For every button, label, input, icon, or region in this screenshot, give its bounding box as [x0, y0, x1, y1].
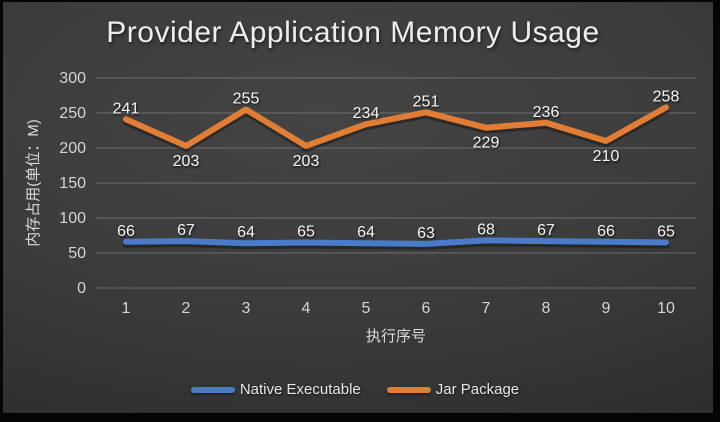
- x-tick-label: 5: [362, 300, 371, 317]
- y-tick-label: 150: [59, 175, 86, 192]
- y-tick-label: 0: [77, 280, 86, 297]
- data-label: 236: [533, 104, 560, 121]
- legend-swatch-jar-package: [386, 386, 431, 393]
- data-label: 68: [477, 221, 495, 238]
- y-tick-label: 50: [68, 245, 86, 262]
- legend-item-jar-package: Jar Package: [386, 381, 520, 398]
- legend-label-jar-package: Jar Package: [435, 381, 520, 398]
- data-label: 251: [413, 93, 440, 110]
- y-axis-title: 内存占用(单位：M): [25, 119, 42, 247]
- data-label: 67: [177, 222, 195, 239]
- data-label: 66: [117, 223, 135, 240]
- y-tick-label: 250: [59, 105, 86, 122]
- data-label: 210: [593, 148, 620, 165]
- data-label: 67: [537, 222, 555, 239]
- data-label: 65: [657, 224, 675, 241]
- data-label: 234: [353, 105, 380, 122]
- y-tick-label: 300: [59, 70, 86, 87]
- data-label: 64: [357, 224, 375, 241]
- x-tick-label: 3: [242, 300, 251, 317]
- chart-title: Provider Application Memory Usage: [106, 16, 600, 49]
- x-tick-label: 7: [482, 300, 491, 317]
- x-tick-label: 10: [657, 300, 675, 317]
- series-line-native-executable: [123, 237, 669, 247]
- data-label: 63: [417, 225, 435, 242]
- data-label: 65: [297, 224, 315, 241]
- data-label: 203: [173, 153, 200, 170]
- y-tick-label: 200: [59, 140, 86, 157]
- data-label: 64: [237, 224, 255, 241]
- x-tick-label: 8: [542, 300, 551, 317]
- data-label: 229: [473, 135, 500, 152]
- x-tick-label: 2: [182, 300, 191, 317]
- x-tick-label: 4: [302, 300, 311, 317]
- x-tick-label: 1: [122, 300, 131, 317]
- data-label: 66: [597, 223, 615, 240]
- data-label: 255: [233, 91, 260, 108]
- legend-swatch-native-executable: [190, 386, 235, 393]
- x-axis-title: 执行序号: [366, 328, 426, 345]
- x-tick-label: 9: [602, 300, 611, 317]
- slide-background: [3, 2, 713, 413]
- x-tick-label: 6: [422, 300, 431, 317]
- series-line-jar-package: [123, 104, 669, 149]
- legend-label-native-executable: Native Executable: [239, 381, 361, 398]
- data-label: 203: [293, 153, 320, 170]
- legend-item-native-executable: Native Executable: [190, 381, 361, 398]
- data-label: 258: [653, 88, 680, 105]
- data-label: 241: [113, 100, 140, 117]
- y-tick-label: 100: [59, 210, 86, 227]
- chart-legend: Native Executable Jar Package: [0, 381, 710, 398]
